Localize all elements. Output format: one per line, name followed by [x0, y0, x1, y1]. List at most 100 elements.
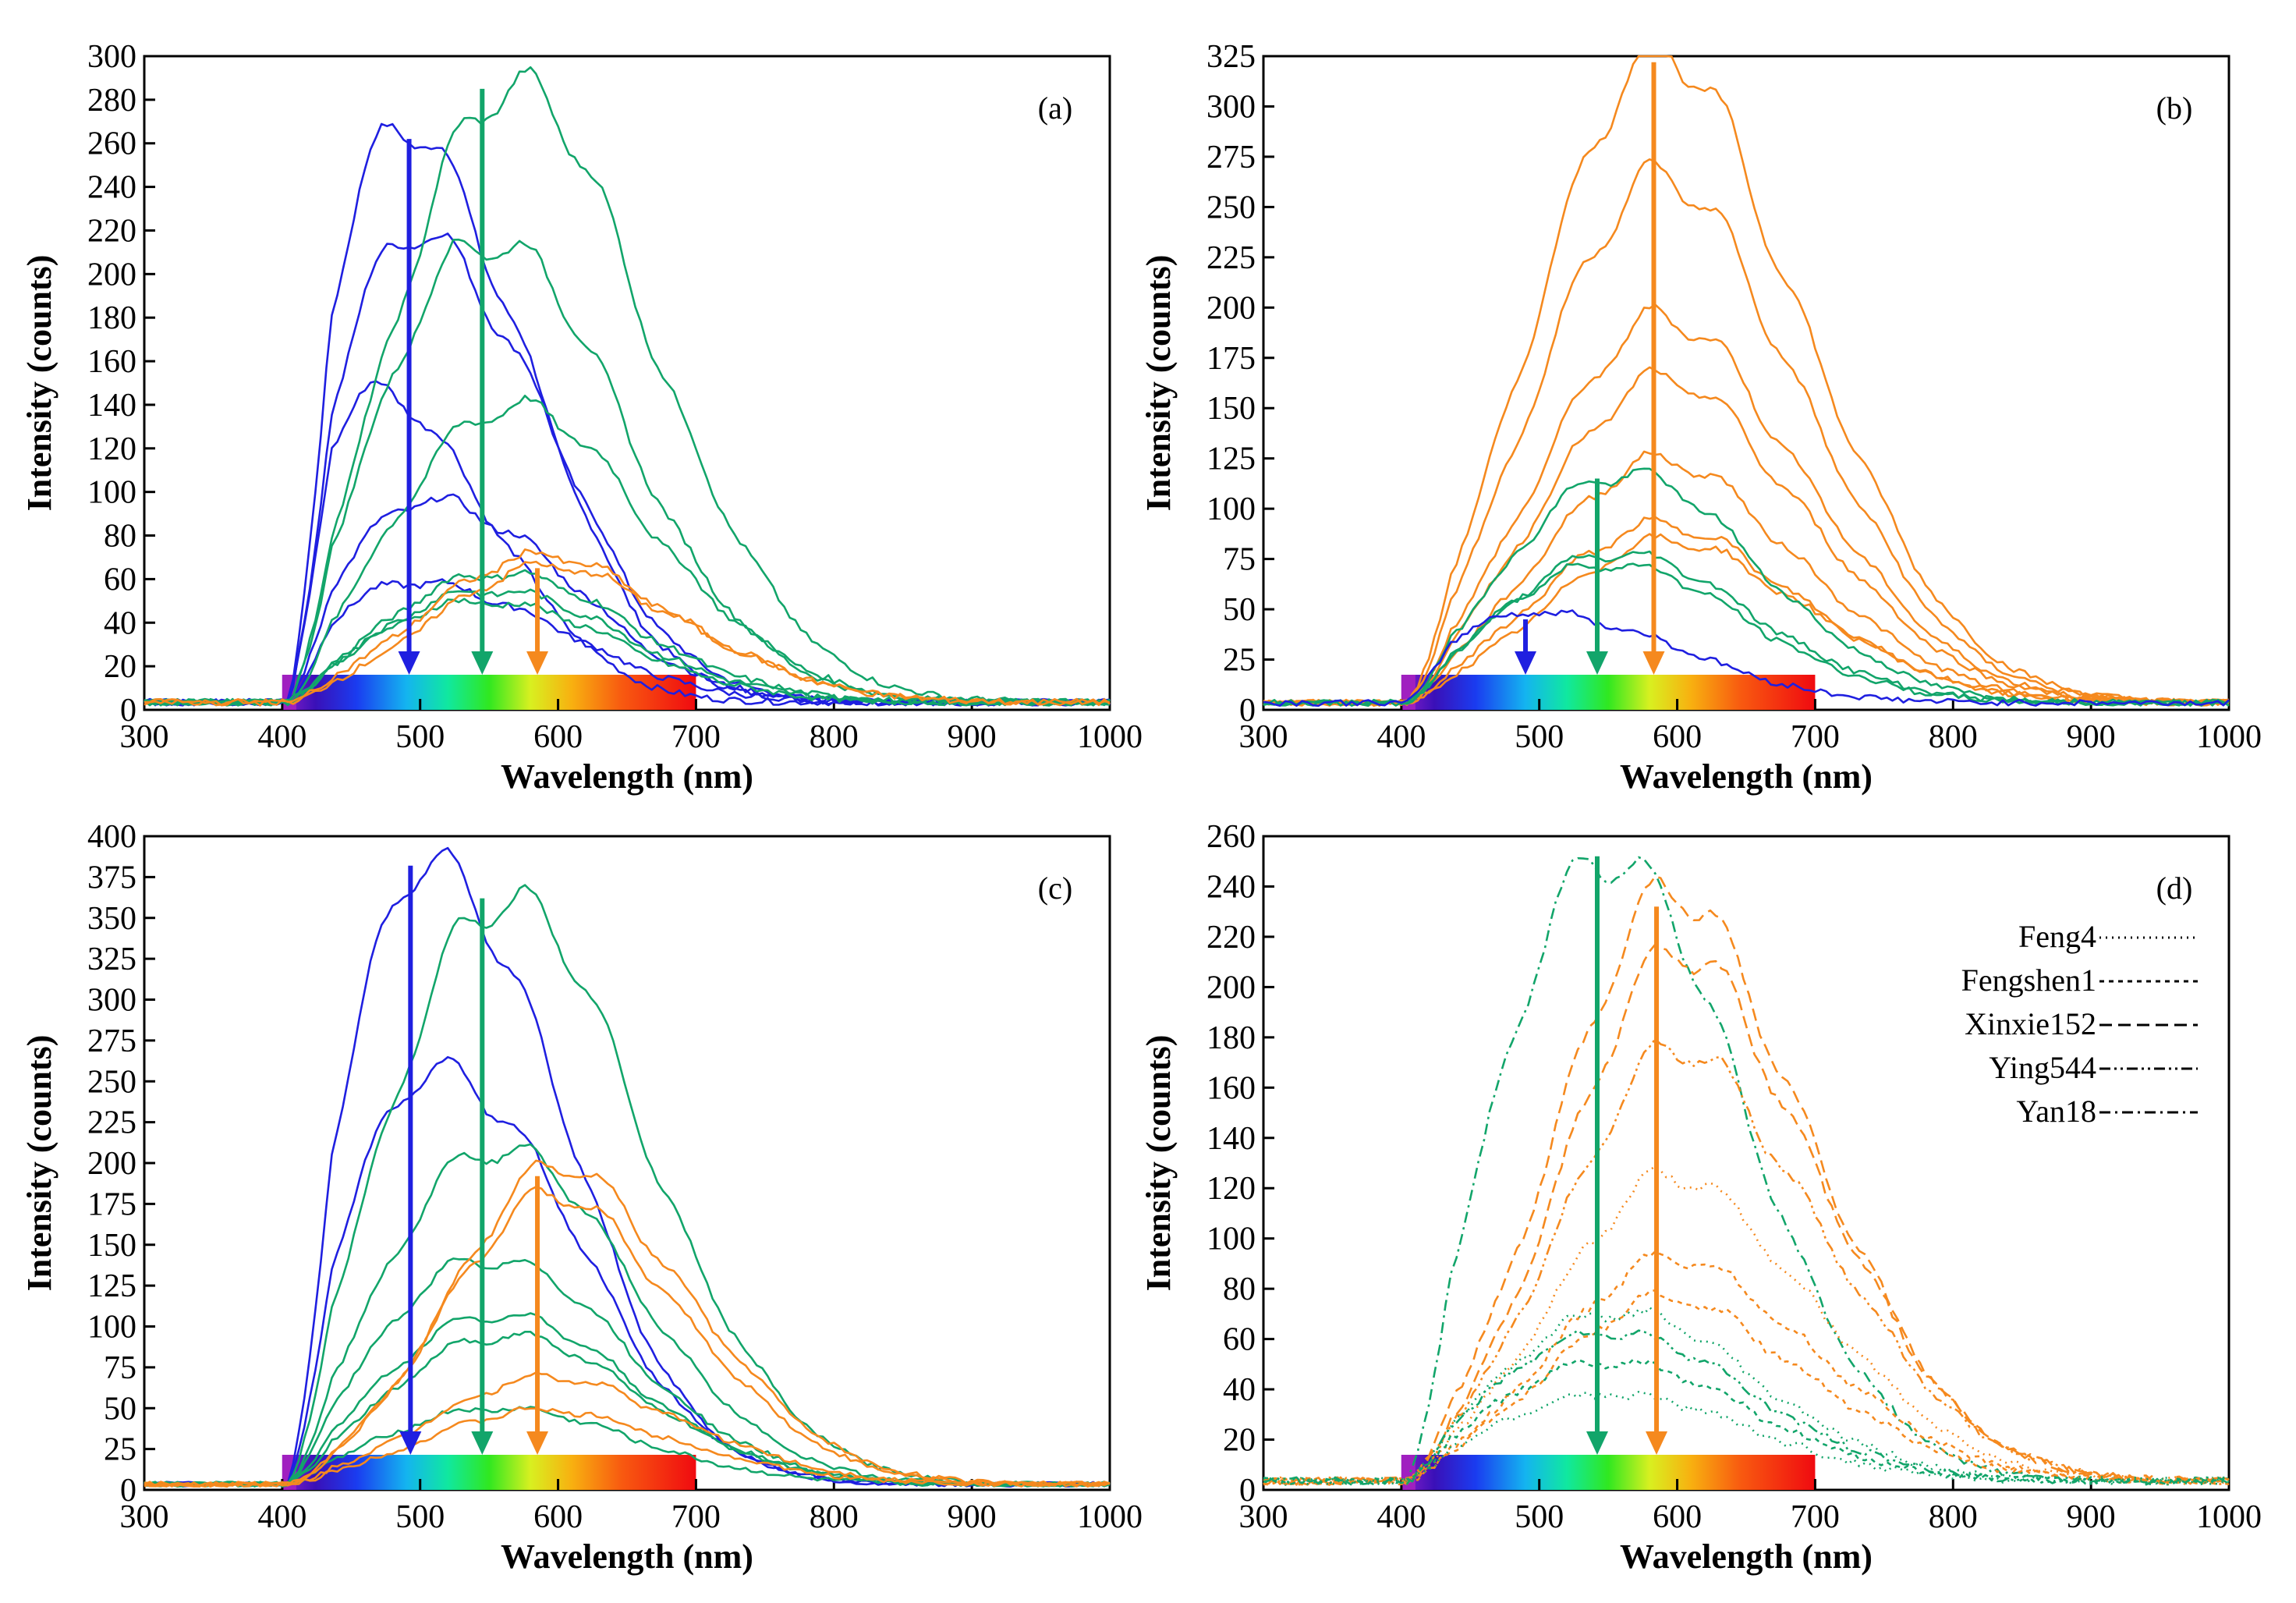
series-line-orange-1	[144, 1159, 1111, 1488]
y-tick-label: 60	[104, 562, 136, 598]
y-tick-label: 280	[87, 83, 136, 119]
y-tick-label: 160	[1206, 1070, 1256, 1106]
y-tick-label: 125	[1206, 442, 1256, 477]
y-tick-label: 125	[87, 1268, 136, 1304]
series-line-blue-1	[1263, 609, 2230, 708]
y-tick-label: 75	[104, 1350, 136, 1386]
y-tick-label: 100	[87, 1310, 136, 1346]
y-tick-label: 240	[1206, 869, 1256, 905]
y-tick-label: 0	[120, 1473, 136, 1509]
y-tick-label: 225	[87, 1105, 136, 1141]
x-tick-label: 800	[1929, 719, 1978, 755]
y-tick-label: 260	[1206, 819, 1256, 855]
y-tick-label: 300	[87, 39, 136, 75]
series-line-blue-1	[144, 122, 1111, 707]
series-line-orange-4	[1263, 366, 2230, 707]
series-line-blue-1	[144, 846, 1111, 1488]
y-tick-label: 275	[1206, 140, 1256, 176]
y-tick-label: 325	[87, 942, 136, 977]
x-tick-label: 1000	[1077, 1499, 1143, 1535]
x-tick-label: 700	[671, 719, 721, 755]
y-tick-label: 250	[87, 1064, 136, 1100]
y-tick-label: 240	[87, 170, 136, 206]
series-line-feng4-green-2	[1263, 1391, 2230, 1486]
y-tick-label: 120	[87, 431, 136, 467]
legend-label: Yan18	[2016, 1094, 2096, 1129]
y-tick-label: 375	[87, 860, 136, 895]
y-tick-label: 40	[1223, 1372, 1256, 1408]
peak-arrow-head	[1515, 651, 1537, 675]
y-tick-label: 40	[104, 605, 136, 641]
y-tick-label: 175	[1206, 341, 1256, 377]
series-line-green-1	[144, 66, 1111, 707]
x-tick-label: 900	[2067, 1499, 2116, 1535]
y-tick-label: 225	[1206, 240, 1256, 276]
series-line-yan18-green	[1263, 856, 2230, 1486]
x-tick-label: 800	[1929, 1499, 1978, 1535]
spectrum-band-violet-edge	[1401, 1455, 1416, 1490]
series-line-green-2	[144, 238, 1111, 707]
peak-arrow-head	[526, 651, 549, 675]
y-tick-label: 100	[87, 475, 136, 511]
y-tick-label: 120	[1206, 1171, 1256, 1207]
x-axis-title: Wavelength (nm)	[1620, 757, 1873, 796]
x-tick-label: 300	[120, 1499, 169, 1535]
peak-arrow-head	[399, 1431, 422, 1455]
x-tick-label: 900	[948, 719, 997, 755]
y-axis-title: Intensity (counts)	[1139, 1035, 1178, 1292]
y-tick-label: 0	[120, 693, 136, 729]
series-line-feng4-orange	[1263, 1165, 2230, 1486]
x-tick-label: 500	[395, 719, 445, 755]
x-tick-label: 400	[257, 1499, 306, 1535]
x-tick-label: 700	[1791, 719, 1840, 755]
y-tick-label: 175	[87, 1186, 136, 1222]
y-axis-title: Intensity (counts)	[20, 1035, 58, 1292]
y-tick-label: 60	[1223, 1322, 1256, 1358]
y-tick-label: 200	[87, 257, 136, 293]
x-tick-label: 500	[395, 1499, 445, 1535]
x-tick-label: 300	[120, 719, 169, 755]
x-tick-label: 500	[1515, 719, 1564, 755]
y-tick-label: 300	[87, 983, 136, 1019]
peak-arrow-head	[1646, 1431, 1668, 1455]
x-tick-label: 700	[1791, 1499, 1840, 1535]
x-tick-label: 300	[1239, 1499, 1288, 1535]
x-tick-label: 400	[257, 719, 306, 755]
peak-arrow-head	[398, 651, 420, 675]
series-line-orange-2	[1263, 158, 2230, 707]
y-tick-label: 400	[87, 819, 136, 855]
x-axis-title: Wavelength (nm)	[501, 1537, 753, 1576]
y-tick-label: 200	[1206, 970, 1256, 1005]
x-tick-label: 500	[1515, 1499, 1564, 1535]
y-tick-label: 220	[1206, 920, 1256, 956]
panel-d: 300 400 500 600 700 800 900 1000 0 20 40 60 80 100 120…	[1139, 819, 2262, 1576]
y-tick-label: 80	[1223, 1271, 1256, 1307]
panel-label: (b)	[2156, 90, 2193, 126]
series-line-fengshen1-orange	[1263, 1250, 2230, 1486]
visible-spectrum-band	[1401, 1455, 1816, 1490]
visible-spectrum-band	[282, 675, 696, 710]
y-tick-label: 20	[1223, 1423, 1256, 1459]
y-tick-label: 250	[1206, 190, 1256, 225]
visible-spectrum-band	[1401, 675, 1816, 710]
peak-arrow-head	[526, 1431, 549, 1455]
x-tick-label: 300	[1239, 719, 1288, 755]
legend-label: Xinxie152	[1965, 1006, 2096, 1041]
panel-label: (d)	[2156, 871, 2193, 906]
series-line-orange-1	[1263, 55, 2230, 707]
x-tick-label: 900	[948, 1499, 997, 1535]
plot-frame	[143, 55, 1111, 711]
panel-c: 300 400 500 600 700 800 900 1000 0 25 50 75 100 125 15…	[20, 819, 1143, 1576]
y-tick-label: 275	[87, 1023, 136, 1059]
peak-arrow-head	[1586, 1431, 1608, 1455]
series-line-orange-4	[144, 1406, 1111, 1488]
series-line-ying544-green	[1263, 1329, 2230, 1486]
plot-frame	[143, 835, 1111, 1491]
series-line-orange-2	[144, 1186, 1111, 1488]
y-tick-label: 140	[1206, 1121, 1256, 1157]
series-line-green-3	[144, 395, 1111, 706]
y-tick-label: 140	[87, 388, 136, 424]
legend-label: Fengshen1	[1961, 963, 2096, 998]
legend-label: Feng4	[2018, 919, 2096, 954]
